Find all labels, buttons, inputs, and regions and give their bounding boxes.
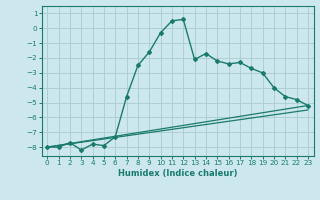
X-axis label: Humidex (Indice chaleur): Humidex (Indice chaleur) <box>118 169 237 178</box>
